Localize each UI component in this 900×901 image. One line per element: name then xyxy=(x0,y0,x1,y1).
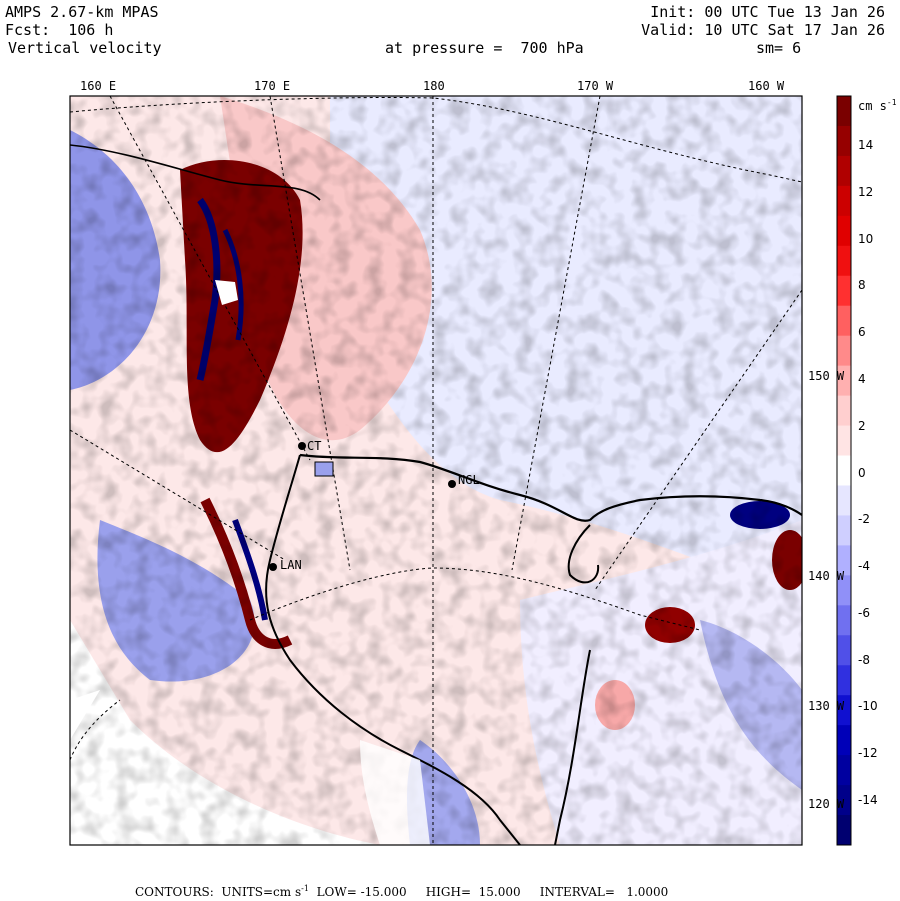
colorbar-tick-label: 10 xyxy=(858,231,874,246)
colorbar-swatch xyxy=(837,305,851,337)
footer-low: LOW= -15.000 xyxy=(316,885,407,899)
station-ct-marker xyxy=(298,442,306,450)
lon-label-160w: 160 W xyxy=(748,79,785,93)
mcmurdo-box xyxy=(314,461,334,477)
colorbar-tick-label: -6 xyxy=(858,605,870,620)
lon-label-170e: 170 E xyxy=(254,79,291,93)
colorbar-units-text: cm s xyxy=(858,99,887,113)
contour-speckle xyxy=(70,96,802,845)
colorbar-swatch xyxy=(837,545,851,576)
colorbar-tick-label: -8 xyxy=(858,652,870,667)
colorbar xyxy=(837,96,851,846)
colorbar-swatch xyxy=(837,215,851,247)
colorbar-tick-label: 6 xyxy=(858,325,866,340)
colorbar-swatch xyxy=(837,125,851,157)
colorbar-swatch xyxy=(837,96,851,127)
colorbar-tick-label: 0 xyxy=(858,465,866,480)
model-title: AMPS 2.67-km MPAS xyxy=(5,3,159,21)
colorbar-swatch xyxy=(837,695,851,726)
colorbar-tick-label: 4 xyxy=(858,371,866,386)
fcst-value: 106 h xyxy=(68,21,114,39)
colorbar-tick-label: 14 xyxy=(858,138,874,152)
footer-units: UNITS=cm s xyxy=(221,885,302,899)
grounding-line xyxy=(265,454,521,845)
lat-label-130w: 130 W xyxy=(808,699,845,713)
lat-label-140w: 140 W xyxy=(808,569,845,583)
missing-data-patch xyxy=(215,280,238,305)
init-time: Init: 00 UTC Tue 13 Jan 26 xyxy=(650,3,885,21)
colorbar-swatch xyxy=(837,635,851,666)
colorbar-swatch xyxy=(837,485,851,516)
field-name: Vertical velocity xyxy=(8,39,162,57)
colorbar-swatch xyxy=(837,365,851,397)
footer-label: CONTOURS: xyxy=(135,885,214,899)
colorbar-units-exp: -1 xyxy=(886,98,897,107)
colorbar-swatch xyxy=(837,395,851,427)
station-lan: LAN xyxy=(280,558,302,572)
off-domain-corner xyxy=(70,690,100,740)
lat-label-150w: 150 W xyxy=(808,369,845,383)
colorbar-swatch xyxy=(837,605,851,636)
colorbar-tick-label: -10 xyxy=(858,699,878,714)
colorbar-swatch xyxy=(837,815,851,846)
lon-label-180: 180 xyxy=(423,79,445,93)
plot-frame xyxy=(69,95,803,846)
footer-units-exp: -1 xyxy=(301,884,309,893)
lat-label-120w: 120 W xyxy=(808,797,845,811)
pressure-level: at pressure = 700 hPa xyxy=(385,39,584,57)
smoothing: sm= 6 xyxy=(756,39,802,57)
missing-data-south xyxy=(360,740,430,845)
colorbar-swatch xyxy=(837,335,851,367)
station-lan-marker xyxy=(269,563,277,571)
colorbar-swatch xyxy=(837,155,851,187)
colorbar-tick-label: -12 xyxy=(858,746,878,761)
colorbar-swatch xyxy=(837,755,851,786)
station-ct: CT xyxy=(307,439,322,453)
grounding-line-east xyxy=(554,649,591,845)
colorbar-swatch xyxy=(837,515,851,546)
footer-high: HIGH= 15.000 xyxy=(425,885,521,899)
fcst-label: Fcst: xyxy=(5,21,51,39)
colorbar-tick-label: -14 xyxy=(858,793,878,807)
colorbar-tick-label: -4 xyxy=(858,559,870,574)
colorbar-units: cm s-1 xyxy=(858,94,897,115)
colorbar-swatch xyxy=(837,665,851,696)
coastline-north xyxy=(70,144,321,201)
colorbar-tick-label: 12 xyxy=(858,184,874,199)
colorbar-swatch xyxy=(837,275,851,307)
colorbar-frame xyxy=(836,95,852,846)
graticule xyxy=(70,96,802,845)
colorbar-swatch xyxy=(837,575,851,606)
coastline-ross-ice-shelf xyxy=(299,453,802,522)
colorbar-swatch xyxy=(837,725,851,756)
station-ngl-marker xyxy=(448,480,456,488)
lon-label-160e: 160 E xyxy=(80,79,117,93)
colorbar-swatch xyxy=(837,785,851,816)
station-ngl: NGL xyxy=(458,473,480,487)
colorbar-swatch xyxy=(837,455,851,486)
footer-interval: INTERVAL= 1.0000 xyxy=(539,885,669,899)
colorbar-tick-label: 2 xyxy=(858,418,866,433)
colorbar-swatch xyxy=(837,185,851,217)
lon-label-170w: 170 W xyxy=(577,79,614,93)
colorbar-tick-label: 8 xyxy=(858,278,866,293)
colorbar-tick-label: -2 xyxy=(858,512,870,527)
colorbar-swatch xyxy=(837,425,851,457)
colorbar-swatch xyxy=(837,245,851,277)
coastline-roosevelt-island xyxy=(567,524,600,584)
forecast-hour: Fcst: 106 h xyxy=(5,22,113,39)
valid-time: Valid: 10 UTC Sat 17 Jan 26 xyxy=(641,21,885,39)
contour-info: CONTOURS: UNITS=cm s-1 LOW= -15.000 HIGH… xyxy=(135,880,668,901)
